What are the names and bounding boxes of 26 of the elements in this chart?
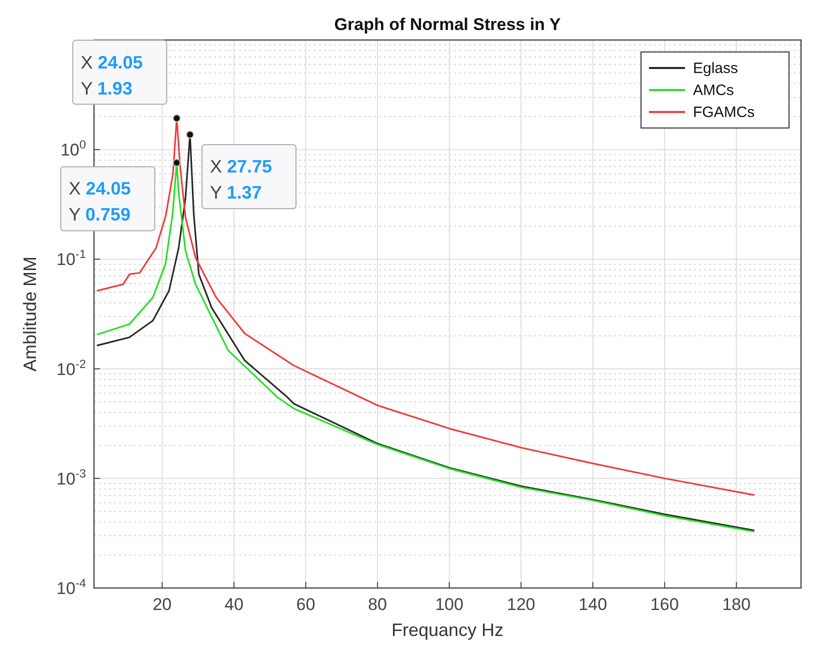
- x-tick-label: 20: [152, 595, 172, 614]
- chart-title: Graph of Normal Stress in Y: [334, 15, 562, 34]
- y-tick-label: 10$^{-1}$: [56, 247, 86, 270]
- x-tick-label: 80: [368, 595, 387, 614]
- point: [172, 114, 181, 122]
- point: [172, 158, 181, 167]
- x-tick-label: 100: [435, 595, 464, 614]
- y-axis-title: Amblitude MM: [20, 256, 40, 372]
- legend-label: FGAMCs: [693, 104, 755, 121]
- x-tick-label: 40: [224, 595, 244, 614]
- annotation: X 24.05 Y 1.93: [80, 52, 143, 98]
- annotation: X 24.05 Y 0.759: [68, 178, 131, 225]
- y-tick-label: 10$^{-2}$: [56, 356, 86, 379]
- legend-label: Eglass: [693, 60, 738, 77]
- x-tick-label: 60: [296, 595, 316, 614]
- y-tick-label: 10$^{0}$: [60, 138, 86, 160]
- x-tick-label: 180: [722, 595, 751, 614]
- y-tick-label: 10$^{-3}$: [56, 466, 86, 488]
- x-tick-label: 120: [506, 595, 536, 614]
- legend-label: AMCs: [693, 82, 734, 99]
- point: [186, 130, 194, 139]
- y-tick-label: 10$^{-4}$: [56, 576, 86, 598]
- x-axis-title: Frequancy Hz: [391, 620, 504, 640]
- x-tick-label: 140: [578, 595, 608, 614]
- x-tick-label: 160: [650, 595, 679, 614]
- annotation: X 27.75 Y 1.37: [210, 156, 272, 203]
